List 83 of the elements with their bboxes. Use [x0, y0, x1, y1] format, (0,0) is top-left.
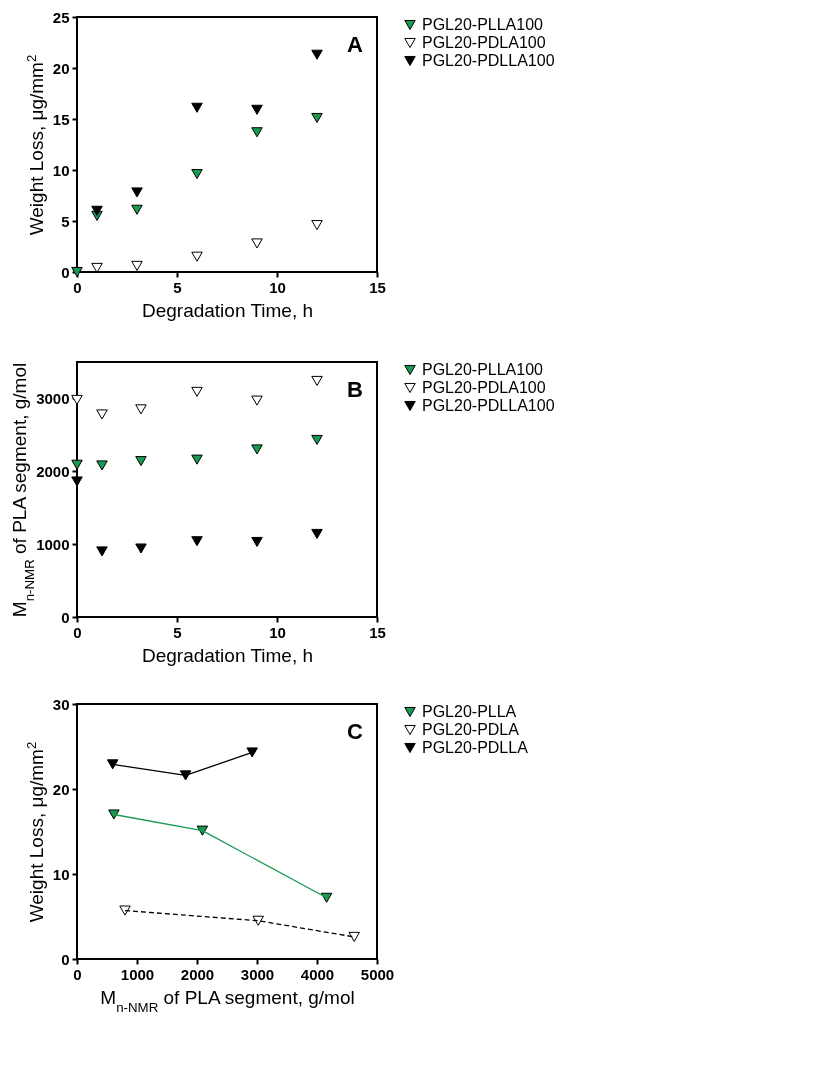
point: [191, 386, 203, 397]
point: [251, 104, 263, 115]
x-axis-title: M$_{n-NMR}$ of PLA segment, g/mol: [100, 986, 355, 1014]
point: [135, 543, 147, 554]
point: [191, 454, 203, 465]
legend-label: PGL20-PLLA100: [422, 361, 544, 378]
point: [311, 528, 323, 539]
point: [252, 915, 264, 926]
point: [191, 102, 203, 113]
legend-label: PGL20-PDLLA: [422, 739, 529, 756]
point: [96, 409, 108, 420]
x-axis-title: Degradation Time, h: [141, 644, 314, 666]
point: [119, 905, 131, 916]
annotation: A: [347, 32, 364, 57]
x-tick-label: 0: [73, 623, 82, 641]
point: [251, 238, 263, 249]
point: [311, 375, 323, 386]
legend-label: PGL20-PDLLA100: [422, 52, 555, 69]
point: [320, 892, 333, 903]
legend-label: PGL20-PLLA: [422, 703, 517, 720]
x-tick-label: 4000: [300, 965, 335, 983]
point: [251, 395, 263, 406]
x-tick-label: 5: [173, 623, 182, 641]
point: [311, 49, 323, 60]
y-tick-label: 20: [52, 59, 70, 77]
y-tick-label: 2000: [36, 462, 70, 480]
point: [311, 220, 323, 231]
y-tick-label: 0: [61, 950, 70, 968]
point: [135, 456, 147, 467]
point: [311, 434, 323, 445]
legend-label: PGL20-PDLA100: [422, 379, 546, 396]
annotation: B: [347, 377, 363, 402]
x-tick-label: 15: [369, 623, 386, 641]
legend-label: PGL20-PLLA100: [422, 16, 544, 33]
y-tick-label: 0: [61, 608, 70, 626]
y-tick-label: 1000: [36, 535, 70, 553]
y-tick-label: 30: [52, 695, 70, 713]
point: [91, 205, 103, 216]
annotation: C: [347, 719, 364, 744]
legend-label: PGL20-PDLA: [422, 721, 520, 738]
x-tick-label: 10: [269, 623, 286, 641]
point: [348, 931, 360, 942]
point: [135, 404, 147, 415]
point: [251, 444, 263, 455]
y-tick-label: 0: [61, 263, 70, 281]
x-tick-label: 5000: [360, 965, 395, 983]
point: [246, 747, 258, 758]
point: [311, 112, 323, 124]
x-tick-label: 5: [173, 278, 182, 296]
x-tick-label: 1000: [120, 965, 155, 983]
y-tick-label: 25: [52, 8, 70, 26]
point: [251, 536, 263, 547]
x-tick-label: 15: [369, 278, 386, 296]
x-tick-label: 3000: [240, 965, 275, 983]
x-tick-label: 10: [269, 278, 286, 296]
x-tick-label: 0: [73, 278, 82, 296]
point: [108, 809, 120, 820]
point: [106, 759, 119, 770]
point: [131, 187, 143, 198]
point: [131, 260, 143, 271]
y-tick-label: 3000: [36, 389, 70, 407]
x-axis-title: Degradation Time, h: [141, 299, 314, 321]
point: [191, 536, 203, 547]
legend-label: PGL20-PDLLA100: [422, 397, 555, 414]
point: [71, 394, 83, 405]
y-tick-label: 20: [52, 780, 70, 798]
point: [196, 825, 209, 836]
point: [251, 127, 263, 138]
point: [191, 251, 203, 262]
point: [96, 546, 108, 557]
y-tick-label: 10: [52, 161, 70, 179]
x-tick-label: 0: [73, 965, 82, 983]
point: [191, 169, 203, 180]
y-tick-label: 10: [52, 865, 70, 883]
point: [131, 204, 143, 215]
x-tick-label: 2000: [180, 965, 215, 983]
y-tick-label: 5: [61, 212, 70, 230]
point: [91, 262, 103, 273]
y-tick-label: 15: [52, 110, 70, 128]
legend-label: PGL20-PDLA100: [422, 34, 546, 51]
point: [179, 770, 192, 781]
point: [96, 460, 108, 471]
point: [71, 266, 83, 278]
